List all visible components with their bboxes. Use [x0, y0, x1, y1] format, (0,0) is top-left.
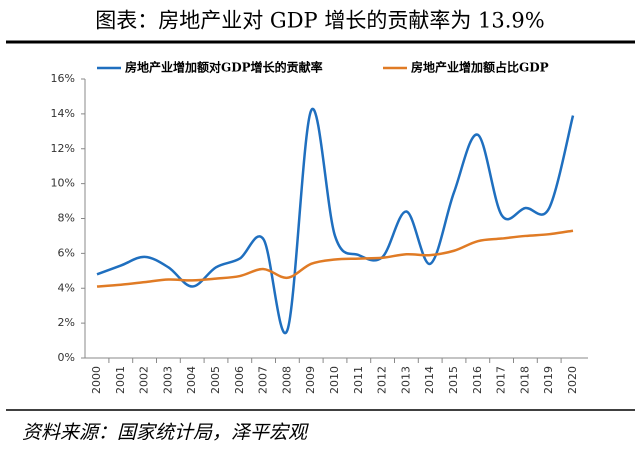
- y-tick-label: 2%: [58, 316, 75, 329]
- x-tick-label: 2005: [209, 366, 222, 394]
- source: 资料来源：国家统计局，泽平宏观: [22, 422, 309, 444]
- x-tick-label: 2019: [542, 366, 555, 394]
- x-tick-label: 2018: [518, 366, 531, 394]
- x-tick-label: 2007: [257, 366, 270, 394]
- chart-title: 图表：房地产业对 GDP 增长的贡献率为 13.9%: [95, 9, 544, 33]
- x-tick-label: 2014: [423, 366, 436, 394]
- plot: 0% 2% 4% 6% 8% 10% 12% 14% 16% 2000 2001 2002 2003 20…: [51, 60, 588, 394]
- y-tick-label: 12%: [51, 142, 75, 155]
- x-tick-label: 2000: [90, 366, 103, 394]
- x-tick-label: 2020: [566, 366, 579, 394]
- series-line: [96, 107, 575, 335]
- legend-label: 房地产业增加额对GDP增长的贡献率: [125, 60, 323, 75]
- y-tick-label: 10%: [51, 177, 75, 190]
- x-tick-label: 2009: [304, 366, 317, 394]
- x-tick-label: 2012: [376, 366, 389, 394]
- y-tick-label: 0%: [58, 351, 75, 364]
- legend-label: 房地产业增加额占比GDP: [411, 60, 549, 75]
- x-tick-label: 2003: [161, 366, 174, 394]
- x-tick-label: 2016: [471, 366, 484, 394]
- y-tick-label: 14%: [51, 107, 75, 120]
- x-tick-label: 2011: [352, 366, 365, 394]
- x-tick-label: 2006: [233, 366, 246, 394]
- y-tick-label: 16%: [51, 72, 75, 85]
- x-tick-label: 2017: [495, 366, 508, 394]
- y-tick-label: 6%: [58, 246, 75, 259]
- x-tick-label: 2015: [447, 366, 460, 394]
- x-tick-label: 2013: [399, 366, 412, 394]
- x-tick-label: 2001: [114, 366, 127, 394]
- y-tick-label: 8%: [58, 212, 75, 225]
- x-tick-label: 2004: [185, 366, 198, 394]
- y-tick-label: 4%: [58, 281, 75, 294]
- x-tick-label: 2008: [280, 366, 293, 394]
- series-line: [96, 229, 574, 288]
- x-tick-label: 2010: [328, 366, 341, 394]
- x-tick-label: 2002: [138, 366, 151, 394]
